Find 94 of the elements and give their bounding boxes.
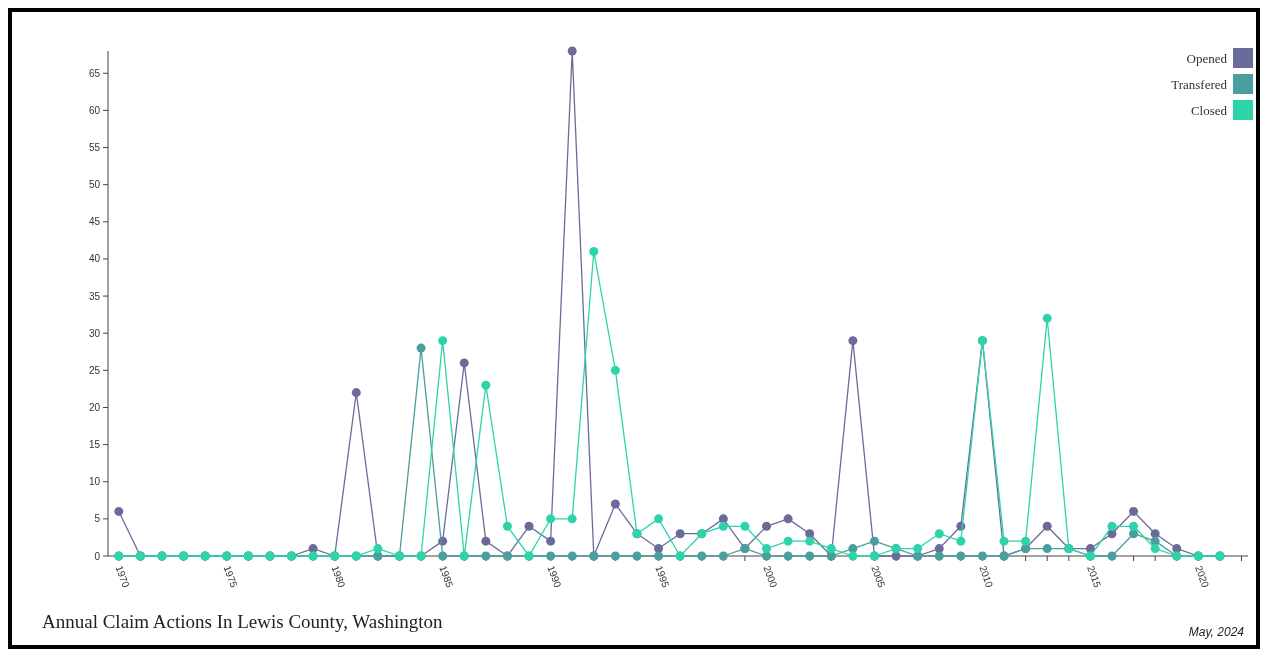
point bbox=[956, 551, 966, 561]
point bbox=[481, 551, 491, 561]
point bbox=[869, 536, 879, 546]
point bbox=[718, 551, 728, 561]
point bbox=[1021, 536, 1031, 546]
point bbox=[783, 536, 793, 546]
point bbox=[567, 514, 577, 524]
point bbox=[1042, 521, 1052, 531]
y-tick-label: 0 bbox=[94, 550, 101, 562]
y-tick-label: 55 bbox=[88, 142, 101, 154]
point bbox=[481, 536, 491, 546]
point bbox=[610, 365, 620, 375]
point bbox=[999, 536, 1009, 546]
point bbox=[459, 358, 469, 368]
point bbox=[826, 544, 836, 554]
point bbox=[934, 544, 944, 554]
point bbox=[502, 521, 512, 531]
y-tick-label: 15 bbox=[88, 439, 101, 451]
legend-label: Transfered bbox=[1171, 76, 1228, 92]
y-tick-label: 5 bbox=[94, 513, 101, 525]
y-tick-label: 50 bbox=[88, 179, 101, 191]
y-tick-label: 30 bbox=[88, 327, 101, 339]
point bbox=[1129, 506, 1139, 516]
point bbox=[1107, 521, 1117, 531]
point bbox=[848, 336, 858, 346]
point bbox=[805, 551, 815, 561]
point bbox=[762, 521, 772, 531]
point bbox=[934, 551, 944, 561]
point bbox=[654, 514, 664, 524]
text: Annual Claim Actions In Lewis County, Washington bbox=[42, 611, 444, 632]
point bbox=[1150, 544, 1160, 554]
x-tick-label: 2020 bbox=[1193, 564, 1212, 590]
x-tick-label: 2015 bbox=[1085, 564, 1104, 590]
x-tick-label: 2010 bbox=[977, 564, 996, 590]
point bbox=[1107, 551, 1117, 561]
x-tick-label: 1990 bbox=[545, 564, 564, 590]
y-tick-label: 60 bbox=[88, 104, 101, 116]
point bbox=[524, 521, 534, 531]
y-tick-label: 65 bbox=[88, 67, 101, 79]
point bbox=[1042, 313, 1052, 323]
point bbox=[416, 343, 426, 353]
point bbox=[783, 551, 793, 561]
point bbox=[675, 529, 685, 539]
x-tick-label: 1995 bbox=[653, 564, 672, 590]
point bbox=[718, 514, 728, 524]
point bbox=[589, 247, 599, 257]
point bbox=[654, 544, 664, 554]
point bbox=[805, 536, 815, 546]
x-tick-label: 1985 bbox=[437, 564, 456, 590]
point bbox=[956, 536, 966, 546]
point bbox=[718, 521, 728, 531]
y-tick-label: 35 bbox=[88, 290, 101, 302]
legend-label: Closed bbox=[1190, 102, 1228, 118]
legend-label: Opened bbox=[1186, 50, 1228, 66]
x-tick-label: 1970 bbox=[113, 564, 132, 590]
point bbox=[1129, 521, 1139, 531]
point bbox=[114, 506, 124, 516]
x-tick-label: 1980 bbox=[329, 564, 348, 590]
point bbox=[632, 551, 642, 561]
point bbox=[1129, 529, 1139, 539]
point bbox=[546, 536, 556, 546]
point bbox=[848, 544, 858, 554]
x-tick-label: 2000 bbox=[761, 564, 780, 590]
x-tick-label: 1975 bbox=[221, 564, 240, 590]
y-tick-label: 20 bbox=[88, 401, 101, 413]
point bbox=[805, 529, 815, 539]
point bbox=[697, 551, 707, 561]
point bbox=[610, 499, 620, 509]
point bbox=[351, 388, 361, 398]
point bbox=[481, 380, 491, 390]
point bbox=[546, 514, 556, 524]
point bbox=[848, 551, 858, 561]
y-tick-label: 45 bbox=[88, 216, 101, 228]
y-tick-label: 40 bbox=[88, 253, 101, 265]
point bbox=[610, 551, 620, 561]
y-tick-label: 10 bbox=[88, 476, 101, 488]
point bbox=[977, 551, 987, 561]
point bbox=[438, 551, 448, 561]
point bbox=[546, 551, 556, 561]
point bbox=[934, 529, 944, 539]
point bbox=[567, 46, 577, 56]
x-tick-label: 2005 bbox=[869, 564, 888, 590]
text: May, 2024 bbox=[1188, 625, 1245, 639]
point bbox=[913, 544, 923, 554]
point bbox=[438, 336, 448, 346]
y-tick-label: 25 bbox=[88, 364, 101, 376]
point bbox=[654, 551, 664, 561]
point bbox=[740, 521, 750, 531]
point bbox=[762, 544, 772, 554]
point bbox=[783, 514, 793, 524]
point bbox=[1150, 529, 1160, 539]
point bbox=[567, 551, 577, 561]
point bbox=[1042, 544, 1052, 554]
point bbox=[373, 544, 383, 554]
